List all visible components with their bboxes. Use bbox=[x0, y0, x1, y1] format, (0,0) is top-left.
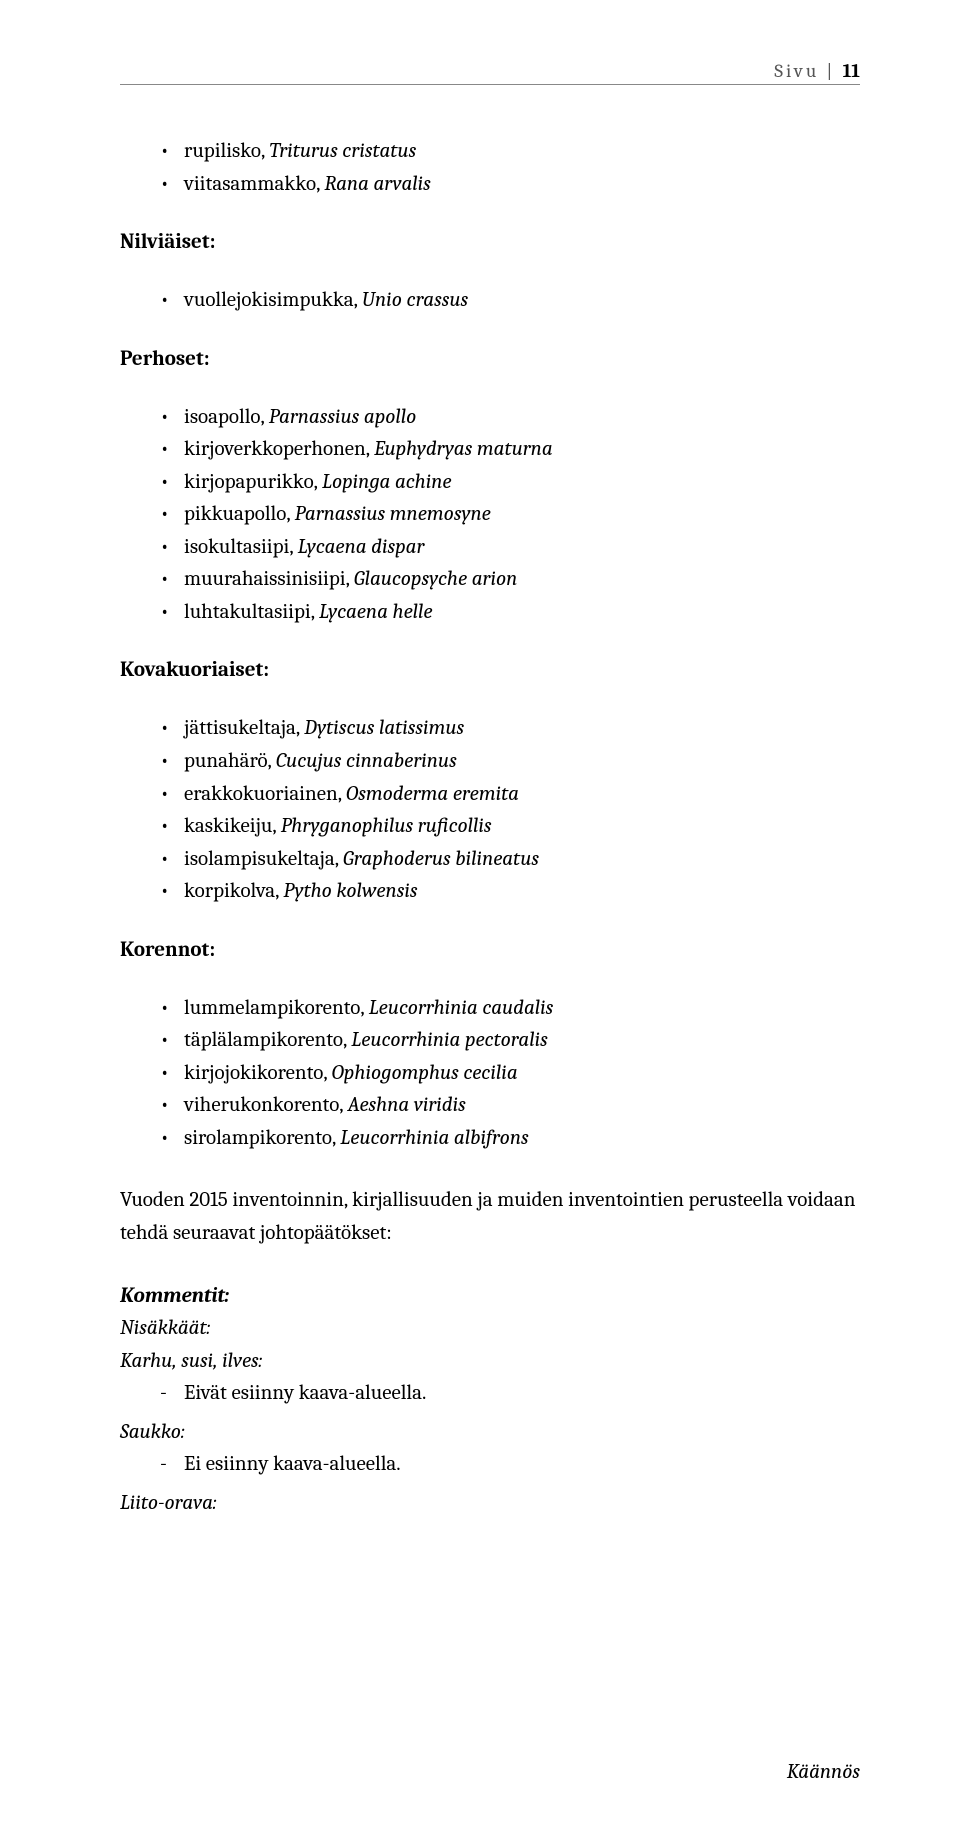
item-plain: punahärö, bbox=[184, 749, 276, 773]
item-plain: lummelampikorento, bbox=[184, 996, 369, 1020]
item-plain: kirjopapurikko, bbox=[184, 470, 322, 494]
liito-heading: Liito-orava: bbox=[120, 1487, 860, 1520]
item-plain: isolampisukeltaja, bbox=[184, 847, 343, 871]
list-item: kaskikeiju, Phryganophilus ruficollis bbox=[160, 810, 860, 843]
item-latin: Ophiogomphus cecilia bbox=[332, 1061, 518, 1085]
item-latin: Aeshna viridis bbox=[348, 1093, 466, 1117]
item-plain: täplälampikorento, bbox=[184, 1028, 351, 1052]
perhoset-heading: Perhoset: bbox=[120, 347, 860, 371]
list-item: erakkokuoriainen, Osmoderma eremita bbox=[160, 778, 860, 811]
list-item: viitasammakko, Rana arvalis bbox=[160, 168, 860, 201]
first-list: rupilisko, Triturus cristatus viitasamma… bbox=[160, 135, 860, 200]
saukko-list: Ei esiinny kaava-alueella. bbox=[160, 1448, 860, 1481]
nilviaiset-heading: Nilviäiset: bbox=[120, 230, 860, 254]
item-latin: Lopinga achine bbox=[322, 470, 452, 494]
karhu-heading: Karhu, susi, ilves: bbox=[120, 1345, 860, 1378]
item-latin: Osmoderma eremita bbox=[346, 782, 519, 806]
list-item: muurahaissinisiipi, Glaucopsyche arion bbox=[160, 563, 860, 596]
list-item: kirjoverkkoperhonen, Euphydryas maturna bbox=[160, 433, 860, 466]
list-item: lummelampikorento, Leucorrhinia caudalis bbox=[160, 992, 860, 1025]
list-item: Ei esiinny kaava-alueella. bbox=[160, 1448, 860, 1481]
item-latin: Parnassius apollo bbox=[269, 405, 417, 429]
list-item: viherukonkorento, Aeshna viridis bbox=[160, 1089, 860, 1122]
item-plain: rupilisko, bbox=[184, 139, 269, 163]
item-text: Ei esiinny kaava-alueella. bbox=[184, 1452, 401, 1476]
item-latin: Dytiscus latissimus bbox=[304, 716, 464, 740]
item-plain: luhtakultasiipi, bbox=[184, 600, 319, 624]
item-plain: isoapollo, bbox=[184, 405, 269, 429]
list-item: pikkuapollo, Parnassius mnemosyne bbox=[160, 498, 860, 531]
karhu-list: Eivät esiinny kaava-alueella. bbox=[160, 1377, 860, 1410]
item-latin: Parnassius mnemosyne bbox=[295, 502, 491, 526]
list-item: vuollejokisimpukka, Unio crassus bbox=[160, 284, 860, 317]
list-item: jättisukeltaja, Dytiscus latissimus bbox=[160, 712, 860, 745]
item-plain: kaskikeiju, bbox=[184, 814, 281, 838]
nisakkaat-heading: Nisäkkäät: bbox=[120, 1312, 860, 1345]
kovakuoriaiset-list: jättisukeltaja, Dytiscus latissimus puna… bbox=[160, 712, 860, 907]
list-item: isoapollo, Parnassius apollo bbox=[160, 401, 860, 434]
page-header: Sivu | 11 bbox=[120, 60, 860, 85]
item-latin: Glaucopsyche arion bbox=[354, 567, 517, 591]
paragraph: Vuoden 2015 inventoinnin, kirjallisuuden… bbox=[120, 1184, 860, 1249]
item-plain: sirolampikorento, bbox=[184, 1126, 340, 1150]
item-latin: Rana arvalis bbox=[324, 172, 430, 196]
footer: Käännös bbox=[787, 1760, 860, 1784]
kovakuoriaiset-heading: Kovakuoriaiset: bbox=[120, 658, 860, 682]
item-plain: viitasammakko, bbox=[184, 172, 324, 196]
list-item: luhtakultasiipi, Lycaena helle bbox=[160, 596, 860, 629]
comment-group: Kommentit: Nisäkkäät: Karhu, susi, ilves… bbox=[120, 1280, 860, 1520]
korennot-list: lummelampikorento, Leucorrhinia caudalis… bbox=[160, 992, 860, 1155]
nilviaiset-list: vuollejokisimpukka, Unio crassus bbox=[160, 284, 860, 317]
list-item: täplälampikorento, Leucorrhinia pectoral… bbox=[160, 1024, 860, 1057]
item-latin: Leucorrhinia albifrons bbox=[340, 1126, 528, 1150]
item-latin: Pytho kolwensis bbox=[283, 879, 417, 903]
saukko-heading: Saukko: bbox=[120, 1416, 860, 1449]
list-item: Eivät esiinny kaava-alueella. bbox=[160, 1377, 860, 1410]
item-latin: Lycaena dispar bbox=[298, 535, 425, 559]
item-text: Eivät esiinny kaava-alueella. bbox=[184, 1381, 426, 1405]
item-plain: jättisukeltaja, bbox=[184, 716, 304, 740]
item-plain: kirjoverkkoperhonen, bbox=[184, 437, 374, 461]
item-latin: Graphoderus bilineatus bbox=[343, 847, 539, 871]
list-item: sirolampikorento, Leucorrhinia albifrons bbox=[160, 1122, 860, 1155]
item-latin: Leucorrhinia pectoralis bbox=[351, 1028, 547, 1052]
kommentit-heading: Kommentit: bbox=[120, 1280, 860, 1313]
item-plain: kirjojokikorento, bbox=[184, 1061, 332, 1085]
page-number: 11 bbox=[843, 60, 860, 82]
list-item: kirjopapurikko, Lopinga achine bbox=[160, 466, 860, 499]
item-latin: Phryganophilus ruficollis bbox=[281, 814, 492, 838]
item-plain: muurahaissinisiipi, bbox=[184, 567, 354, 591]
item-latin: Unio crassus bbox=[362, 288, 468, 312]
item-latin: Leucorrhinia caudalis bbox=[369, 996, 554, 1020]
list-item: isokultasiipi, Lycaena dispar bbox=[160, 531, 860, 564]
list-item: rupilisko, Triturus cristatus bbox=[160, 135, 860, 168]
page-header-label: Sivu bbox=[774, 60, 819, 82]
item-plain: viherukonkorento, bbox=[184, 1093, 348, 1117]
item-latin: Euphydryas maturna bbox=[374, 437, 553, 461]
item-plain: vuollejokisimpukka, bbox=[184, 288, 362, 312]
korennot-heading: Korennot: bbox=[120, 938, 860, 962]
item-latin: Cucujus cinnaberinus bbox=[276, 749, 457, 773]
perhoset-list: isoapollo, Parnassius apollo kirjoverkko… bbox=[160, 401, 860, 629]
item-plain: isokultasiipi, bbox=[184, 535, 298, 559]
list-item: kirjojokikorento, Ophiogomphus cecilia bbox=[160, 1057, 860, 1090]
item-latin: Lycaena helle bbox=[319, 600, 433, 624]
item-plain: korpikolva, bbox=[184, 879, 283, 903]
item-plain: pikkuapollo, bbox=[184, 502, 295, 526]
item-plain: erakkokuoriainen, bbox=[184, 782, 346, 806]
item-latin: Triturus cristatus bbox=[269, 139, 416, 163]
list-item: punahärö, Cucujus cinnaberinus bbox=[160, 745, 860, 778]
list-item: isolampisukeltaja, Graphoderus bilineatu… bbox=[160, 843, 860, 876]
list-item: korpikolva, Pytho kolwensis bbox=[160, 875, 860, 908]
